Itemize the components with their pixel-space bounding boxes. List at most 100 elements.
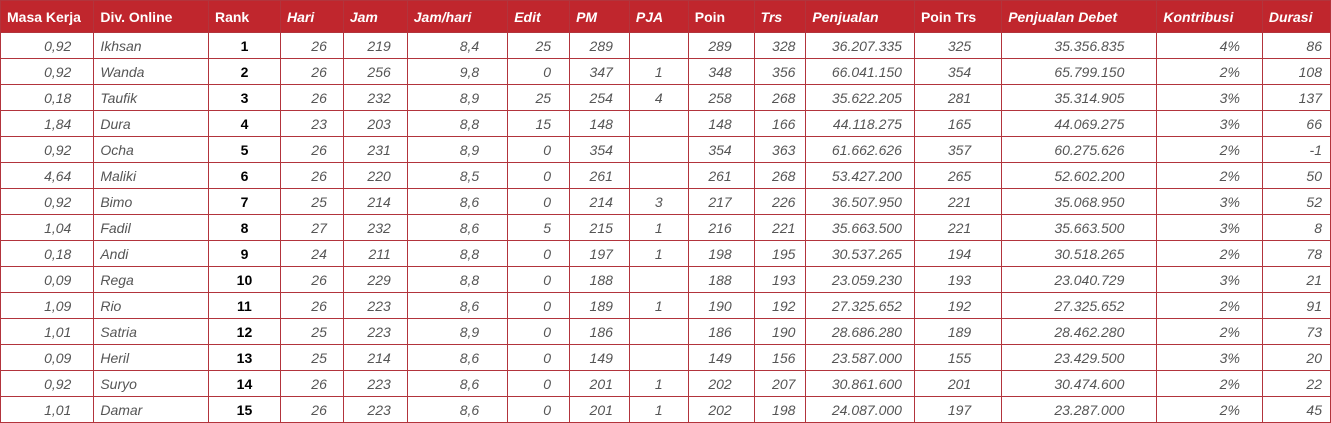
cell-poin-trs[interactable]: 221 bbox=[913, 214, 1003, 241]
cell-durasi[interactable]: 108 bbox=[1261, 58, 1331, 85]
cell-div-online[interactable]: Heril bbox=[93, 344, 209, 371]
cell-hari[interactable]: 26 bbox=[279, 136, 344, 163]
cell-jam[interactable]: 223 bbox=[342, 318, 408, 345]
cell-jam-hari[interactable]: 8,9 bbox=[406, 136, 509, 163]
cell-poin-trs[interactable]: 201 bbox=[913, 370, 1003, 397]
cell-trs[interactable]: 226 bbox=[753, 188, 807, 215]
cell-kontribusi[interactable]: 2% bbox=[1156, 318, 1263, 345]
cell-rank[interactable]: 10 bbox=[207, 266, 281, 293]
cell-jam-hari[interactable]: 8,9 bbox=[406, 84, 509, 111]
cell-poin[interactable]: 258 bbox=[687, 84, 755, 111]
cell-jam[interactable]: 203 bbox=[342, 110, 408, 137]
header-jam-hari[interactable]: Jam/hari bbox=[406, 0, 509, 33]
cell-durasi[interactable]: 86 bbox=[1261, 32, 1331, 59]
cell-rank[interactable]: 1 bbox=[207, 32, 281, 59]
cell-jam-hari[interactable]: 8,6 bbox=[406, 214, 509, 241]
cell-penjualan[interactable]: 27.325.652 bbox=[805, 292, 915, 319]
cell-penjualan-debet[interactable]: 60.275.626 bbox=[1001, 136, 1158, 163]
cell-hari[interactable]: 24 bbox=[279, 240, 344, 267]
cell-penjualan-debet[interactable]: 30.474.600 bbox=[1001, 370, 1158, 397]
header-kontribusi[interactable]: Kontribusi bbox=[1156, 0, 1263, 33]
cell-pm[interactable]: 347 bbox=[569, 58, 630, 85]
cell-jam-hari[interactable]: 8,9 bbox=[406, 318, 509, 345]
header-durasi[interactable]: Durasi bbox=[1261, 0, 1331, 33]
cell-durasi[interactable]: -1 bbox=[1261, 136, 1331, 163]
cell-jam[interactable]: 229 bbox=[342, 266, 408, 293]
cell-pja[interactable]: 1 bbox=[628, 214, 689, 241]
cell-penjualan-debet[interactable]: 23.429.500 bbox=[1001, 344, 1158, 371]
cell-div-online[interactable]: Wanda bbox=[93, 58, 209, 85]
cell-trs[interactable]: 328 bbox=[753, 32, 807, 59]
header-pja[interactable]: PJA bbox=[628, 0, 689, 33]
table-row[interactable]: 0,92 Wanda 2 26 256 9,8 0 347 1 348 356 … bbox=[0, 58, 1331, 85]
header-poin-trs[interactable]: Poin Trs bbox=[913, 0, 1003, 33]
cell-trs[interactable]: 363 bbox=[753, 136, 807, 163]
cell-penjualan-debet[interactable]: 23.040.729 bbox=[1001, 266, 1158, 293]
cell-durasi[interactable]: 8 bbox=[1261, 214, 1331, 241]
cell-penjualan[interactable]: 66.041.150 bbox=[805, 58, 915, 85]
table-row[interactable]: 0,18 Taufik 3 26 232 8,9 25 254 4 258 26… bbox=[0, 84, 1331, 111]
cell-poin[interactable]: 190 bbox=[687, 292, 755, 319]
cell-penjualan[interactable]: 44.118.275 bbox=[805, 110, 915, 137]
cell-kontribusi[interactable]: 3% bbox=[1156, 110, 1263, 137]
cell-pm[interactable]: 149 bbox=[569, 344, 630, 371]
cell-penjualan[interactable]: 35.622.205 bbox=[805, 84, 915, 111]
cell-hari[interactable]: 26 bbox=[279, 32, 344, 59]
cell-hari[interactable]: 23 bbox=[279, 110, 344, 137]
cell-pm[interactable]: 189 bbox=[569, 292, 630, 319]
cell-jam-hari[interactable]: 8,6 bbox=[406, 344, 509, 371]
cell-masa-kerja[interactable]: 1,04 bbox=[0, 214, 95, 241]
cell-rank[interactable]: 9 bbox=[207, 240, 281, 267]
cell-poin-trs[interactable]: 194 bbox=[913, 240, 1003, 267]
cell-edit[interactable]: 0 bbox=[507, 344, 571, 371]
cell-masa-kerja[interactable]: 0,09 bbox=[0, 266, 95, 293]
cell-durasi[interactable]: 52 bbox=[1261, 188, 1331, 215]
cell-kontribusi[interactable]: 2% bbox=[1156, 292, 1263, 319]
table-row[interactable]: 0,92 Ikhsan 1 26 219 8,4 25 289 289 328 … bbox=[0, 32, 1331, 59]
table-row[interactable]: 1,09 Rio 11 26 223 8,6 0 189 1 190 192 2… bbox=[0, 292, 1331, 319]
cell-hari[interactable]: 25 bbox=[279, 344, 344, 371]
cell-edit[interactable]: 0 bbox=[507, 370, 571, 397]
cell-div-online[interactable]: Maliki bbox=[93, 162, 209, 189]
cell-penjualan-debet[interactable]: 52.602.200 bbox=[1001, 162, 1158, 189]
cell-poin[interactable]: 198 bbox=[687, 240, 755, 267]
cell-poin[interactable]: 348 bbox=[687, 58, 755, 85]
cell-edit[interactable]: 0 bbox=[507, 162, 571, 189]
cell-durasi[interactable]: 73 bbox=[1261, 318, 1331, 345]
cell-trs[interactable]: 221 bbox=[753, 214, 807, 241]
cell-kontribusi[interactable]: 3% bbox=[1156, 84, 1263, 111]
cell-rank[interactable]: 14 bbox=[207, 370, 281, 397]
cell-poin-trs[interactable]: 189 bbox=[913, 318, 1003, 345]
cell-poin[interactable]: 202 bbox=[687, 370, 755, 397]
cell-durasi[interactable]: 21 bbox=[1261, 266, 1331, 293]
cell-poin[interactable]: 289 bbox=[687, 32, 755, 59]
table-row[interactable]: 0,92 Ocha 5 26 231 8,9 0 354 354 363 61.… bbox=[0, 136, 1331, 163]
cell-pja[interactable]: 1 bbox=[628, 240, 689, 267]
cell-penjualan-debet[interactable]: 35.068.950 bbox=[1001, 188, 1158, 215]
cell-rank[interactable]: 2 bbox=[207, 58, 281, 85]
cell-hari[interactable]: 26 bbox=[279, 292, 344, 319]
cell-poin[interactable]: 186 bbox=[687, 318, 755, 345]
table-row[interactable]: 0,92 Suryo 14 26 223 8,6 0 201 1 202 207… bbox=[0, 370, 1331, 397]
cell-jam-hari[interactable]: 8,4 bbox=[406, 32, 509, 59]
cell-penjualan[interactable]: 61.662.626 bbox=[805, 136, 915, 163]
header-jam[interactable]: Jam bbox=[342, 0, 408, 33]
header-trs[interactable]: Trs bbox=[753, 0, 807, 33]
cell-pja[interactable] bbox=[628, 318, 689, 345]
cell-div-online[interactable]: Rega bbox=[93, 266, 209, 293]
cell-jam[interactable]: 219 bbox=[342, 32, 408, 59]
cell-edit[interactable]: 0 bbox=[507, 292, 571, 319]
cell-trs[interactable]: 195 bbox=[753, 240, 807, 267]
cell-penjualan-debet[interactable]: 35.356.835 bbox=[1001, 32, 1158, 59]
header-pm[interactable]: PM bbox=[569, 0, 630, 33]
cell-hari[interactable]: 26 bbox=[279, 58, 344, 85]
cell-jam[interactable]: 220 bbox=[342, 162, 408, 189]
cell-durasi[interactable]: 91 bbox=[1261, 292, 1331, 319]
cell-pja[interactable] bbox=[628, 344, 689, 371]
cell-pja[interactable]: 1 bbox=[628, 58, 689, 85]
cell-poin-trs[interactable]: 354 bbox=[913, 58, 1003, 85]
cell-penjualan-debet[interactable]: 28.462.280 bbox=[1001, 318, 1158, 345]
cell-rank[interactable]: 7 bbox=[207, 188, 281, 215]
cell-trs[interactable]: 190 bbox=[753, 318, 807, 345]
cell-jam-hari[interactable]: 8,6 bbox=[406, 370, 509, 397]
